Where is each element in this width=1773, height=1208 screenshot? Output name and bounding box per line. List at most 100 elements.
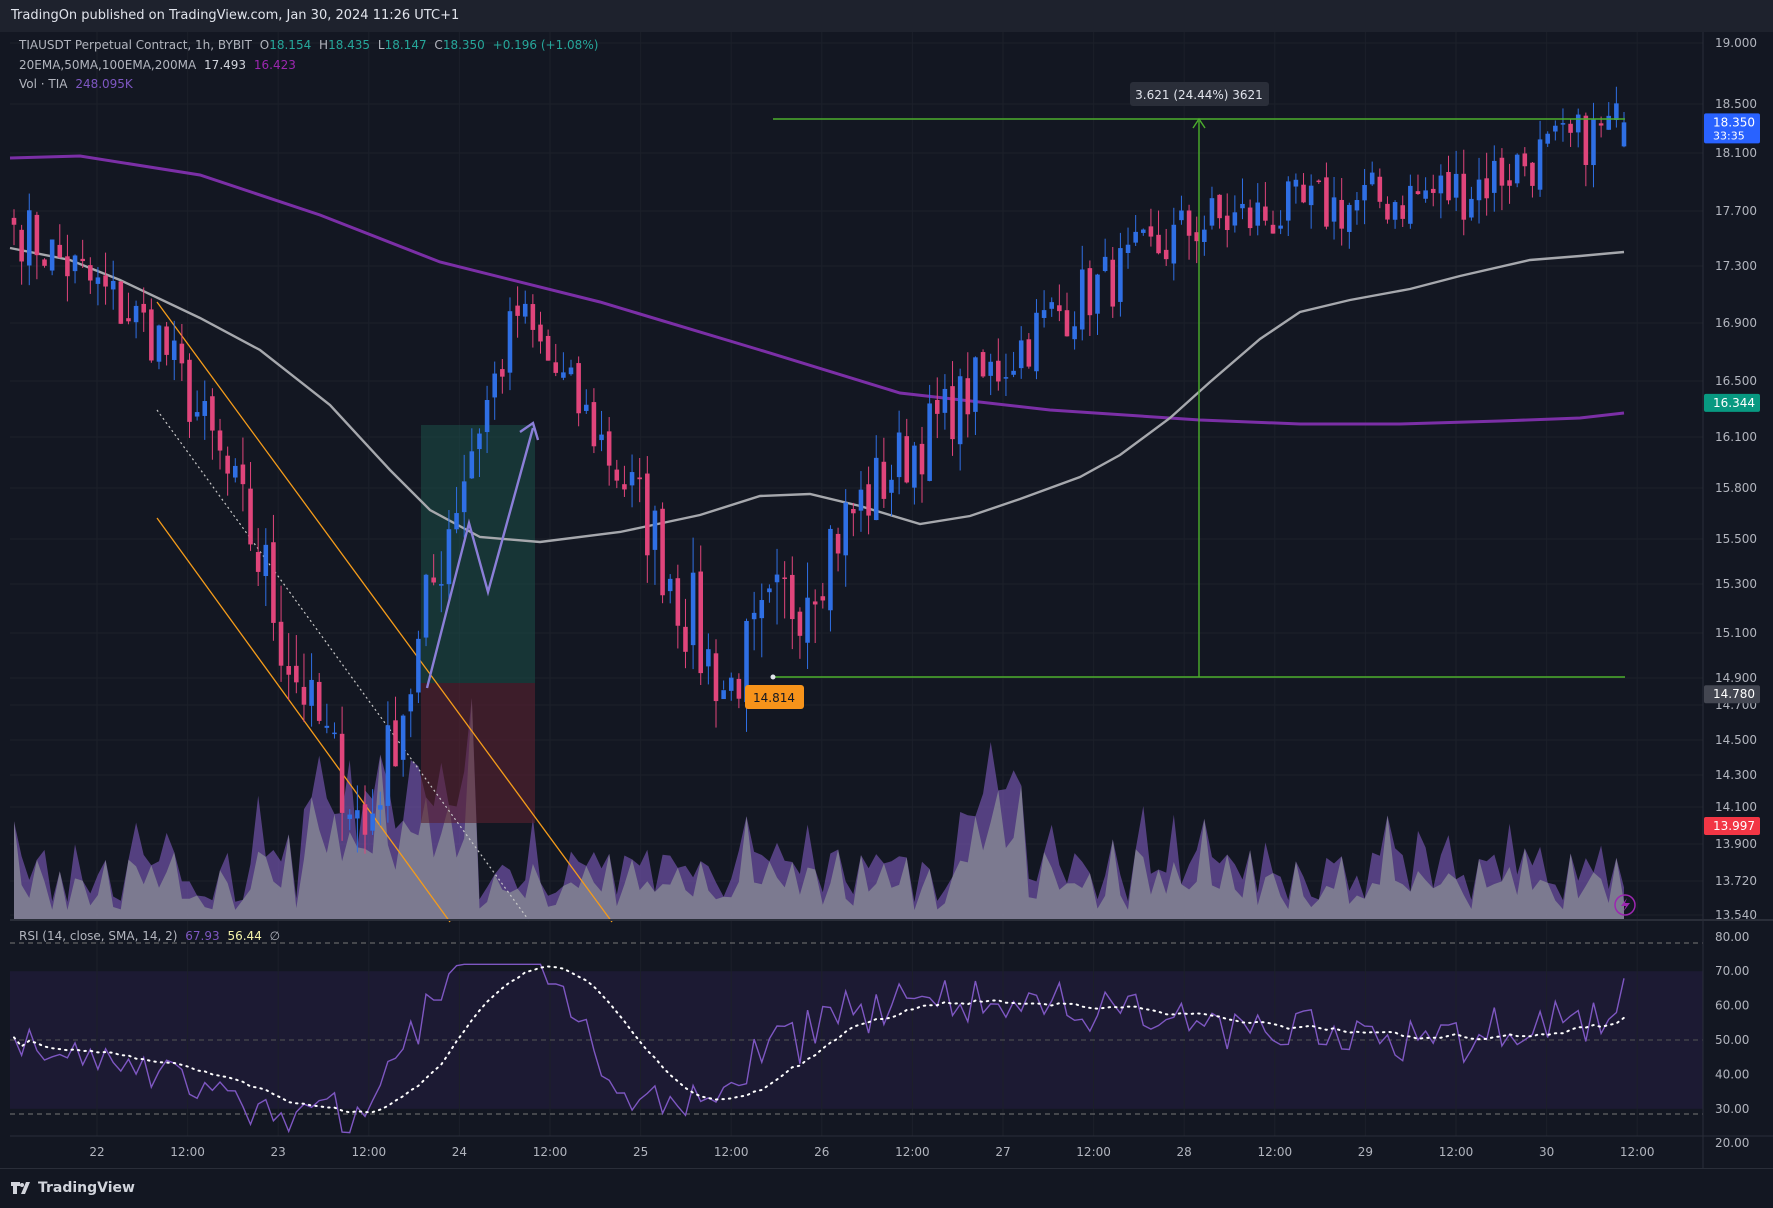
candle-body: [110, 280, 116, 290]
candle-body: [1133, 231, 1138, 243]
publish-header: TradingOn published on TradingView.com, …: [0, 0, 1773, 32]
ma-legend[interactable]: 20EMA,50MA,100EMA,200MA 17.493 16.423: [19, 58, 300, 72]
candle-body: [1224, 215, 1230, 231]
candle-body: [545, 335, 551, 361]
candle-body: [1400, 205, 1405, 219]
candle-body: [530, 304, 536, 330]
candle-body: [57, 244, 63, 258]
candle-body: [1598, 123, 1604, 126]
candle-body: [751, 612, 757, 620]
candle-body: [774, 574, 780, 583]
candle-body: [622, 484, 627, 490]
measure-label-box: [1130, 82, 1269, 106]
candle-body: [1316, 180, 1322, 183]
footer-brand: TradingView: [38, 1180, 135, 1196]
candle-body: [1141, 229, 1146, 233]
volume-label: Vol · TIA: [19, 77, 68, 91]
tradingview-logo[interactable]: TradingView: [11, 1180, 135, 1196]
candle-body: [141, 303, 146, 313]
candle-body: [713, 653, 719, 702]
candle-body: [1385, 203, 1390, 220]
candle-body: [790, 574, 795, 620]
candle-body: [355, 810, 360, 819]
candle-body: [294, 665, 299, 683]
candle-body: [1125, 244, 1131, 254]
rsi-ma-line: [13, 965, 1625, 1114]
symbol-title: TIAUSDT Perpetual Contract, 1h, BYBIT: [19, 38, 252, 52]
price-badge-countdown: 33:35: [1713, 129, 1745, 142]
candle-body: [454, 513, 459, 530]
candle-body: [1430, 188, 1436, 193]
rsi-tick-label: 20.00: [1715, 1136, 1749, 1150]
candle-body: [1324, 177, 1329, 227]
candle-body: [477, 433, 482, 450]
alert-icon: [1614, 894, 1636, 916]
candle-body: [744, 620, 749, 703]
candle-body: [423, 574, 429, 638]
candle-body: [1453, 173, 1459, 198]
candle-body: [1354, 200, 1360, 211]
time-tick-label: 12:00: [1258, 1145, 1293, 1159]
candle-body: [88, 265, 93, 281]
candle-body: [133, 305, 139, 323]
rsi-legend[interactable]: RSI (14, close, SMA, 14, 2) 67.93 56.44 …: [19, 929, 284, 943]
candle-body: [65, 256, 70, 277]
time-tick-label: 24: [452, 1145, 467, 1159]
candle-body: [843, 502, 848, 556]
time-tick-label: 12:00: [895, 1145, 930, 1159]
candle-body: [576, 363, 581, 414]
ma-200-line: [9, 154, 1625, 426]
candle-body: [950, 386, 955, 440]
time-tick-label: 12:00: [170, 1145, 205, 1159]
time-tick-label: 26: [814, 1145, 829, 1159]
price-tick-label: 16.100: [1715, 430, 1757, 444]
price-tick-label: 16.900: [1715, 316, 1757, 330]
candle-body: [126, 318, 131, 322]
candle-body: [1179, 210, 1184, 221]
candle-body: [439, 584, 444, 586]
candle-body: [698, 571, 704, 674]
price-badge-value: 18.350: [1713, 115, 1755, 129]
time-tick-label: 28: [1177, 1145, 1192, 1159]
candle-body: [706, 649, 711, 667]
candle-body: [1492, 160, 1497, 193]
candle-body: [324, 725, 330, 728]
time-tick-label: 12:00: [352, 1145, 387, 1159]
footer: TradingView: [0, 1168, 1773, 1208]
low-label: L: [377, 38, 385, 52]
candle-body: [606, 431, 612, 466]
candle-body: [866, 484, 871, 516]
candle-body: [103, 275, 108, 287]
candle-body: [828, 528, 833, 611]
candle-body: [782, 577, 787, 579]
candle-body: [309, 679, 314, 706]
volume-legend[interactable]: Vol · TIA 248.095K: [19, 77, 137, 91]
price-tick-label: 17.300: [1715, 259, 1757, 273]
candle-body: [973, 357, 978, 412]
candle-body: [1087, 268, 1093, 316]
candle-body: [812, 601, 818, 605]
candle-body: [561, 372, 566, 378]
channel-upper-line: [156, 301, 613, 923]
candle-body: [1446, 172, 1451, 201]
long-position-stop-zone: [421, 683, 535, 823]
candle-body: [1537, 139, 1543, 190]
candle-body: [1362, 185, 1367, 201]
ma-value-2: 16.423: [253, 58, 296, 72]
candle-body: [515, 305, 520, 316]
candle-body: [1575, 114, 1581, 133]
price-tick-label: 14.900: [1715, 671, 1757, 685]
candle-body: [1522, 153, 1528, 167]
candle-body: [164, 326, 169, 355]
candle-body: [988, 361, 993, 376]
candle-body: [49, 239, 55, 271]
price-tick-label: 18.100: [1715, 146, 1757, 160]
time-tick-label: 22: [89, 1145, 104, 1159]
candle-body: [278, 621, 284, 666]
candle-body: [904, 436, 910, 483]
candle-body: [965, 378, 971, 415]
candle-body: [1369, 172, 1375, 185]
candle-body: [1438, 175, 1444, 194]
candle-body: [263, 544, 269, 577]
